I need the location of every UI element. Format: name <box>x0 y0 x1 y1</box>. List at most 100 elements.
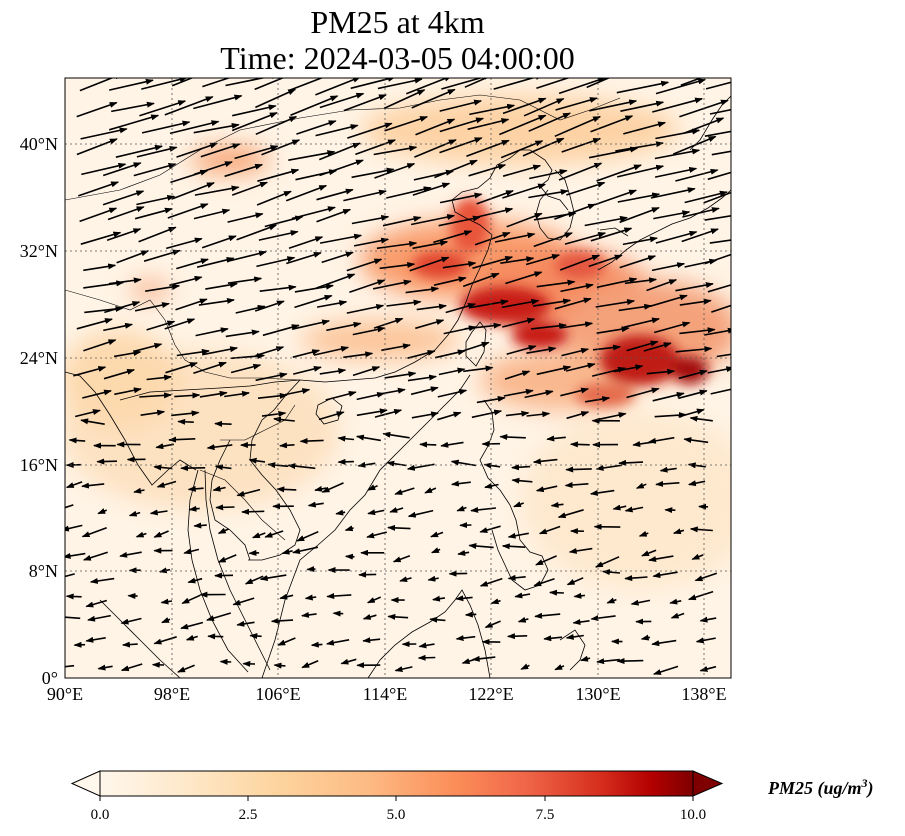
wind-vector-arrow <box>654 412 688 419</box>
wind-vector-arrow <box>183 548 200 555</box>
wind-vector-arrow <box>171 78 194 87</box>
wind-vector-arrow <box>350 78 396 90</box>
wind-vector-arrow <box>257 168 300 182</box>
wind-vector-arrow <box>623 121 667 135</box>
wind-vector-arrow <box>476 395 506 404</box>
wind-vector-arrow <box>299 438 324 445</box>
wind-vector-arrow <box>187 485 204 492</box>
wind-vector-arrow <box>445 303 477 314</box>
wind-vector-arrow <box>501 298 540 309</box>
wind-vector-arrow <box>549 589 564 596</box>
wind-vector-arrow <box>319 233 363 244</box>
wind-vector-arrow <box>108 114 160 131</box>
wind-vector-arrow <box>411 88 456 109</box>
wind-vector-arrow <box>704 253 731 265</box>
wind-vector-arrow <box>438 367 466 376</box>
wind-vector-arrow <box>165 362 198 374</box>
wind-vector-arrow <box>89 577 115 584</box>
wind-vector-arrow <box>678 408 705 418</box>
wind-vector-arrow <box>529 169 568 180</box>
wind-vector-arrow <box>344 525 354 532</box>
wind-vector-arrow <box>559 254 601 271</box>
wind-vector-arrow <box>232 597 255 606</box>
wind-vector-arrow <box>678 369 708 380</box>
wind-vector-arrow <box>215 504 235 511</box>
wind-vector-arrow <box>196 256 235 268</box>
wind-vector-arrow <box>290 95 339 117</box>
wind-vector-arrow <box>580 655 591 662</box>
wind-vector-arrow <box>304 594 317 601</box>
wind-vector-arrow <box>362 637 381 644</box>
wind-vector-arrow <box>536 279 576 288</box>
wind-vector-arrow <box>65 664 75 668</box>
wind-vector-arrow <box>262 324 300 337</box>
lon-tick-label: 130°E <box>575 684 620 704</box>
wind-vector-arrow <box>85 599 108 608</box>
wind-vector-arrow <box>273 662 286 669</box>
wind-vector-arrow <box>424 487 437 494</box>
wind-vector-arrow <box>97 508 107 515</box>
wind-vector-arrow <box>606 597 617 604</box>
wind-vector-arrow <box>536 365 572 376</box>
lon-tick-label: 106°E <box>255 684 300 704</box>
wind-vector-arrow <box>367 484 378 491</box>
wind-vector-arrow <box>655 128 701 140</box>
wind-vector-arrow <box>684 190 728 204</box>
wind-vector-arrow <box>180 621 204 630</box>
wind-vector-arrow <box>106 228 142 241</box>
wind-vector-arrow <box>584 396 611 403</box>
wind-vector-arrow <box>382 431 410 439</box>
wind-vector-arrow <box>156 480 177 488</box>
wind-vector-arrow <box>526 411 551 418</box>
wind-vector-arrow <box>255 115 298 136</box>
wind-vector-arrow <box>410 386 439 396</box>
wind-vector-arrow <box>596 658 620 665</box>
wind-vector-arrow <box>255 372 288 382</box>
wind-vector-arrow <box>638 530 649 537</box>
wind-vector-arrow <box>455 595 473 602</box>
wind-vector-arrow <box>704 130 731 137</box>
wind-vector-arrow <box>291 319 331 330</box>
wind-vector-arrow <box>373 317 404 329</box>
wind-vector-arrow <box>319 92 365 109</box>
wind-vector-arrow <box>198 297 235 306</box>
wind-vector-arrow <box>533 577 555 587</box>
lon-tick-labels: 90°E 98°E 106°E 114°E 122°E 130°E 138°E <box>47 684 727 704</box>
wind-vector-arrow <box>257 392 288 399</box>
lat-tick-label: 24°N <box>20 348 58 368</box>
wind-vector-arrow <box>167 203 209 219</box>
wind-vector-arrow <box>654 166 698 178</box>
wind-vector-arrow <box>617 192 661 203</box>
wind-vector-arrow <box>407 349 436 359</box>
wind-vector-arrow <box>256 256 296 268</box>
wind-vector-arrow <box>483 462 501 469</box>
wind-vector-arrow <box>103 368 136 380</box>
wind-vector-arrow <box>675 168 719 182</box>
wind-vector-arrow <box>164 96 214 116</box>
wind-vector-arrow <box>440 441 464 448</box>
wind-vector-arrow <box>254 78 285 91</box>
wind-vector-arrow <box>394 487 415 495</box>
pm25-field <box>65 78 731 678</box>
wind-vector-arrow <box>469 103 516 116</box>
wind-vector-arrow <box>472 256 514 269</box>
wind-vector-arrow <box>710 388 731 395</box>
wind-vector-arrow <box>116 250 150 264</box>
wind-vector-arrow <box>139 100 187 117</box>
wind-vector-arrow <box>227 276 263 284</box>
colorbar-gradient <box>100 771 693 796</box>
wind-vector-arrow <box>337 435 355 442</box>
wind-vector-arrow <box>558 78 606 95</box>
wind-vector-arrow <box>595 299 636 308</box>
wind-vector-arrow <box>296 120 337 135</box>
wind-vector-arrow <box>679 298 712 306</box>
wind-vector-arrow <box>681 228 719 243</box>
wind-vector-arrow <box>679 327 716 335</box>
wind-vector-arrow <box>168 436 196 443</box>
wind-vector-arrow <box>641 549 657 557</box>
wind-vector-arrow <box>525 254 561 266</box>
wind-vector-arrow <box>261 139 301 156</box>
wind-vector-arrow <box>79 207 118 223</box>
wind-vector-arrow <box>83 339 117 352</box>
wind-vector-arrow <box>596 277 638 289</box>
